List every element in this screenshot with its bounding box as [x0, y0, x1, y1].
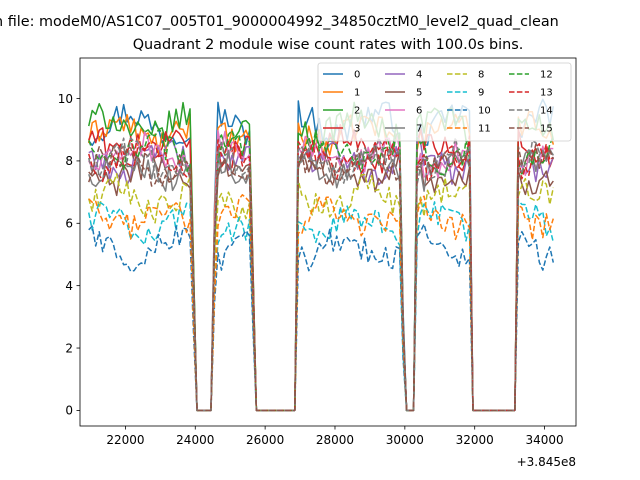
- legend-label-5: 5: [416, 88, 422, 99]
- x-offset-label: +3.845e8: [517, 455, 576, 469]
- legend-label-9: 9: [478, 88, 484, 99]
- legend-label-13: 13: [540, 88, 553, 99]
- x-tick-label: 34000: [525, 433, 563, 447]
- x-axis: 22000 24000 26000 28000 30000 32000 34000: [106, 426, 564, 447]
- x-tick-label: 32000: [456, 433, 494, 447]
- y-tick-label: 2: [65, 341, 73, 355]
- legend-label-12: 12: [540, 70, 553, 81]
- legend-label-15: 15: [540, 124, 553, 135]
- x-tick-label: 28000: [316, 433, 354, 447]
- series-line-11: [88, 194, 555, 412]
- y-axis: 0 2 4 6 8 10: [58, 92, 80, 418]
- legend-label-8: 8: [478, 70, 484, 81]
- chart-title: Quadrant 2 module wise count rates with …: [133, 37, 524, 53]
- y-tick-label: 6: [65, 217, 73, 231]
- legend-label-0: 0: [354, 70, 360, 81]
- legend-label-4: 4: [416, 70, 422, 81]
- series-line-12: [88, 128, 554, 412]
- series-line-14: [88, 136, 554, 412]
- legend-label-2: 2: [354, 106, 360, 117]
- legend-label-3: 3: [354, 124, 360, 135]
- x-tick-label: 24000: [176, 433, 214, 447]
- plot-frame: [79, 57, 577, 427]
- chart-suptitle: n file: modeM0/AS1C07_005T01_9000004992_…: [0, 14, 559, 30]
- x-tick-label: 26000: [246, 433, 284, 447]
- y-tick-label: 0: [65, 404, 73, 418]
- legend-label-14: 14: [540, 106, 553, 117]
- legend-box: [317, 62, 572, 142]
- legend-label-10: 10: [478, 106, 491, 117]
- x-tick-label: 30000: [386, 433, 424, 447]
- legend-label-7: 7: [416, 124, 422, 135]
- legend-label-6: 6: [416, 106, 422, 117]
- legend-label-1: 1: [354, 88, 360, 99]
- y-tick-label: 4: [65, 279, 73, 293]
- y-tick-label: 8: [65, 154, 73, 168]
- legend-label-11: 11: [478, 124, 491, 135]
- x-tick-label: 22000: [106, 433, 144, 447]
- series-line-15: [88, 143, 554, 412]
- y-tick-label: 10: [58, 92, 73, 106]
- series-layer: [87, 98, 555, 412]
- series-line-8: [88, 173, 555, 412]
